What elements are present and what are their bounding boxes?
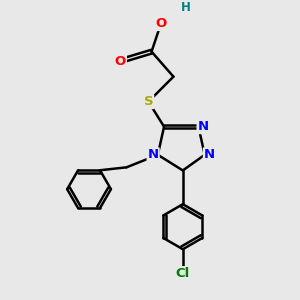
Text: N: N (198, 120, 209, 133)
Text: Cl: Cl (176, 267, 190, 280)
Text: N: N (204, 148, 215, 161)
Text: O: O (115, 55, 126, 68)
Text: S: S (144, 95, 153, 108)
Text: O: O (155, 17, 167, 30)
Text: N: N (148, 148, 159, 161)
Text: H: H (181, 2, 191, 14)
